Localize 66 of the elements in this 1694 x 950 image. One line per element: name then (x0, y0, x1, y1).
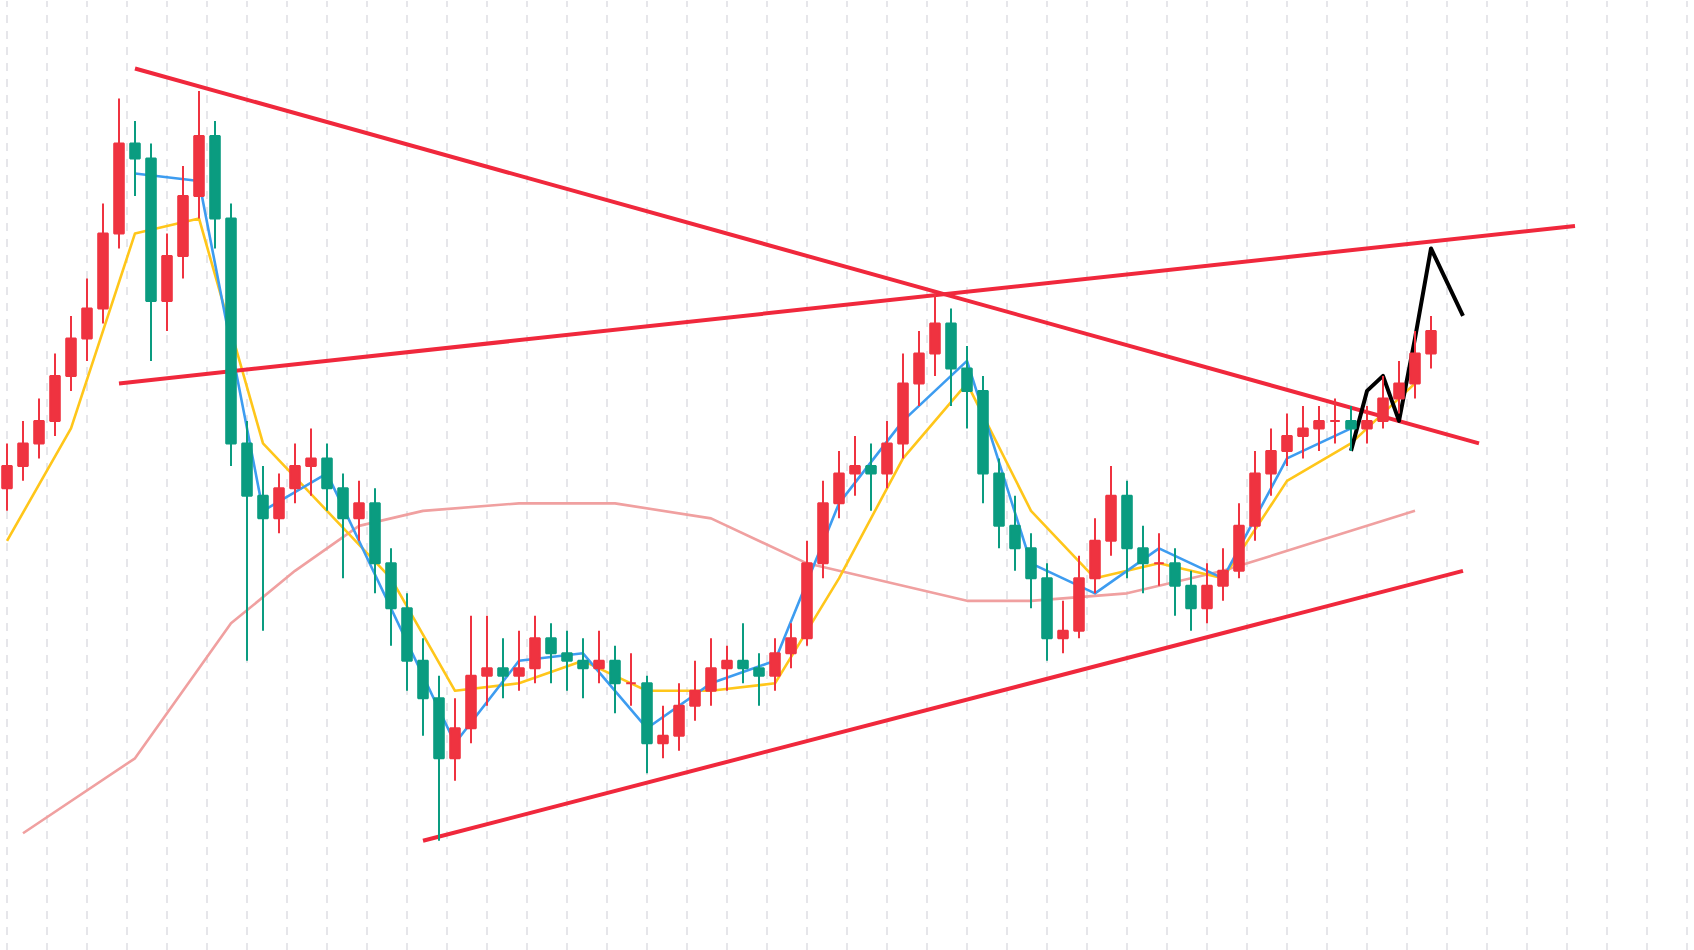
candlestick (705, 637, 717, 707)
candlestick (929, 292, 941, 377)
candlestick (1393, 359, 1405, 415)
candlestick (305, 427, 317, 497)
candlestick (961, 344, 973, 430)
candlestick (593, 629, 605, 685)
candlestick (1217, 547, 1229, 602)
candlestick (737, 622, 749, 685)
candlestick (529, 614, 541, 685)
candlestick (513, 629, 525, 692)
candlestick (833, 449, 845, 520)
candlestick (945, 307, 957, 407)
candlestick (1, 442, 13, 512)
candlestick (577, 637, 589, 700)
candlestick (1169, 547, 1181, 617)
candlestick (1377, 374, 1389, 430)
candlestick (1297, 404, 1309, 460)
candlestick (769, 637, 781, 692)
candlestick (337, 472, 349, 580)
candlestick (353, 479, 365, 542)
candlestick (257, 464, 269, 632)
candlestick (417, 637, 429, 737)
candlestick (385, 547, 397, 647)
candlestick (1137, 524, 1149, 595)
candlestick (1265, 427, 1277, 497)
candlestick (1313, 404, 1325, 452)
candlestick (129, 119, 141, 197)
candlestick (497, 637, 509, 700)
candlestick (273, 472, 285, 535)
candlestick (689, 659, 701, 722)
candlestick (1409, 329, 1421, 400)
candlestick (65, 314, 77, 392)
candlestick (449, 697, 461, 782)
candlestick (289, 442, 301, 505)
candlestick (1057, 599, 1069, 655)
candlestick (1009, 494, 1021, 572)
candlestick (849, 434, 861, 497)
candlestick (881, 419, 893, 490)
candlestick (1201, 562, 1213, 625)
candlestick (81, 277, 93, 362)
candlestick (913, 329, 925, 407)
candlestick (1233, 502, 1245, 580)
candlestick (481, 614, 493, 707)
candlestick (657, 704, 669, 760)
candlestick (561, 629, 573, 692)
candlestick (321, 442, 333, 512)
candlestick (33, 397, 45, 460)
candlestick (785, 622, 797, 670)
candlestick (753, 652, 765, 707)
candlestick (17, 419, 29, 482)
candlestick (625, 652, 637, 707)
candlestick (673, 682, 685, 752)
candlestick (1089, 517, 1101, 595)
candlestick (1425, 314, 1437, 370)
candlestick (161, 232, 173, 332)
candlestick (1025, 532, 1037, 610)
candlestick (1105, 464, 1117, 557)
candlestick (609, 644, 621, 715)
candlestick (721, 644, 733, 692)
candlestick (865, 442, 877, 512)
candlestick (1153, 532, 1165, 587)
candlestick (1185, 569, 1197, 632)
candlestick (49, 352, 61, 437)
candlestick (1281, 412, 1293, 467)
candlestick (1345, 404, 1357, 452)
candlestick (545, 622, 557, 685)
